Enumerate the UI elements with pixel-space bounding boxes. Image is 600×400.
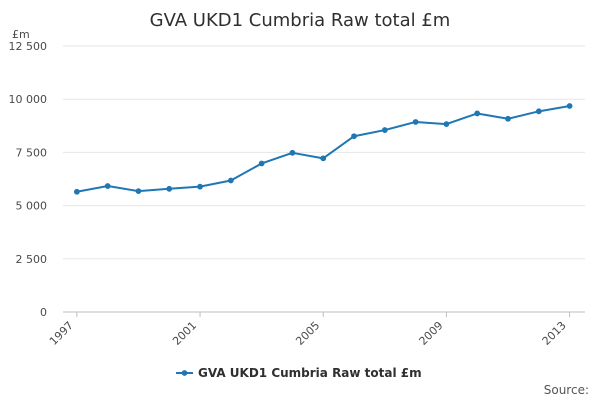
series-line	[75, 105, 571, 193]
data-point	[104, 183, 111, 189]
data-point	[166, 185, 173, 192]
x-tick-label: 2013	[540, 319, 569, 348]
data-point	[381, 127, 388, 133]
y-tick-label: 5 000	[16, 200, 48, 213]
data-point	[320, 155, 327, 162]
y-tick-label: 10 000	[9, 93, 48, 106]
legend-label: GVA UKD1 Cumbria Raw total £m	[198, 366, 422, 380]
y-tick-label: 2 500	[16, 253, 48, 266]
y-tick-label: 7 500	[16, 146, 48, 159]
y-axis-unit: £m	[12, 28, 30, 41]
y-tick-label: 0	[40, 306, 47, 319]
data-point	[289, 149, 296, 156]
y-axis-ticks: 0 2 500 5 000 7 500 10 000 12 500	[9, 40, 48, 319]
data-point	[258, 160, 265, 167]
data-point	[412, 119, 419, 125]
legend-marker	[181, 370, 188, 376]
data-point	[474, 110, 481, 117]
data-point	[227, 177, 234, 184]
x-axis-ticks: 1997 2001 2005 2009 2013	[47, 312, 571, 348]
gridlines	[63, 45, 585, 313]
x-tick-label: 2005	[293, 319, 322, 348]
chart-title: GVA UKD1 Cumbria Raw total £m	[150, 10, 451, 31]
x-tick-label: 2009	[417, 319, 446, 348]
data-point	[73, 188, 80, 195]
series-layer	[73, 103, 573, 195]
legend: GVA UKD1 Cumbria Raw total £m	[176, 366, 422, 380]
source-label: Source:	[544, 383, 589, 397]
data-point	[351, 133, 357, 140]
data-point	[566, 103, 573, 109]
x-tick-label: 2001	[170, 319, 199, 348]
data-point	[535, 108, 542, 115]
data-point	[197, 183, 203, 190]
x-tick-label: 1997	[47, 319, 76, 348]
y-tick-label: 12 500	[9, 40, 48, 53]
data-point	[135, 188, 142, 195]
data-point	[443, 121, 450, 127]
data-point	[505, 115, 511, 122]
